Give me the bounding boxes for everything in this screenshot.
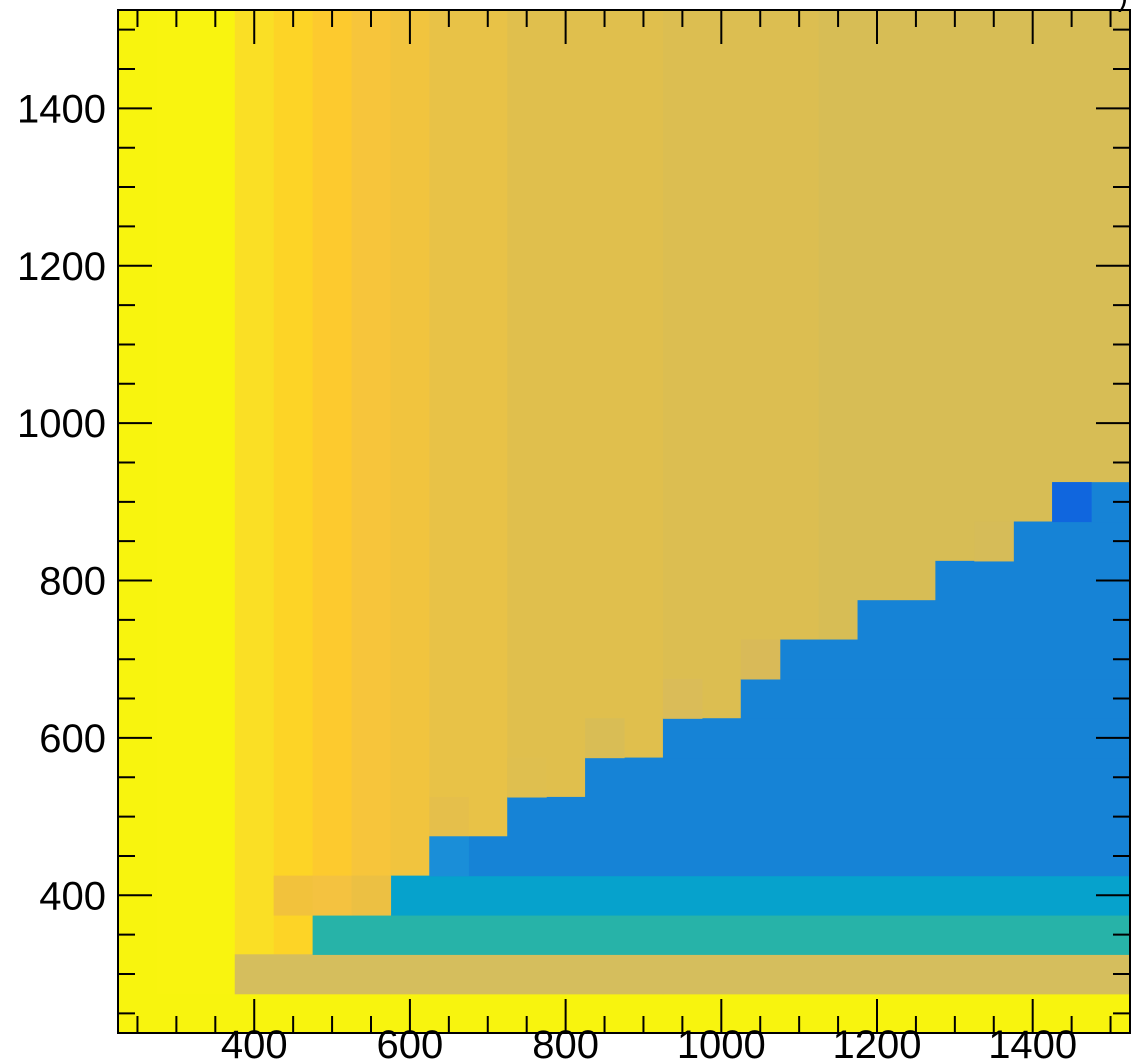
- y-tick-label-1000: 1000: [17, 402, 106, 446]
- heatmap-diagonal-bin-0: [273, 875, 314, 916]
- heatmap-blue-row-4: [740, 678, 1131, 719]
- heatmap-column-5: [351, 10, 392, 995]
- plot-frame: [117, 9, 1131, 1034]
- x-tick-label-1200: 1200: [833, 1023, 922, 1064]
- heatmap-diagonal-bin-3: [429, 796, 469, 837]
- heatmap-column-4: [312, 10, 353, 995]
- x-tick-label-1400: 1400: [988, 1023, 1077, 1064]
- heatmap-column-6: [390, 10, 430, 995]
- heatmap-diagonal-bin-4: [507, 757, 547, 798]
- heatmap-highlight-cell-1: [429, 836, 469, 877]
- y-tick-label-1400: 1400: [17, 87, 106, 131]
- y-tick-label-1200: 1200: [17, 245, 106, 289]
- heatmap-diagonal-bin-8: [974, 521, 1014, 562]
- heatmap-band-cyan: [390, 875, 1131, 916]
- heatmap-column-1: [156, 10, 236, 995]
- heatmap-diagonal-bin-5: [585, 718, 625, 759]
- heatmap-column-3: [273, 10, 314, 995]
- y-tick-label-600: 600: [39, 717, 106, 761]
- heatmap-diagonal-bin-2: [351, 875, 392, 916]
- heatmap-column-2: [234, 10, 275, 995]
- heatmap-blue-row-3: [662, 718, 1131, 759]
- x-tick-label-1000: 1000: [677, 1023, 766, 1064]
- heatmap-highlight-cell-0: [1052, 482, 1092, 523]
- axis-tick-labels: 400 600 800 1000 1200 1400 400 600 800 1000 1200 14…: [17, 87, 1077, 1064]
- y-tick-label-400: 400: [39, 874, 106, 918]
- heatmap-blue-row-8: [1013, 521, 1131, 562]
- corner-label: ): [1118, 0, 1128, 13]
- heatmap-blue-row-5: [779, 639, 1131, 680]
- y-tick-label-800: 800: [39, 560, 106, 604]
- heatmap-blue-row-0: [429, 836, 1131, 877]
- heatmap-blue-row-2: [585, 757, 1131, 798]
- heatmap-band-bottom: [234, 954, 1131, 995]
- axis-ticks: [118, 10, 1130, 1033]
- heatmap-diagonal-bin-1: [312, 875, 353, 916]
- heatmap-diagonal-bin-7: [740, 639, 781, 680]
- x-tick-label-800: 800: [532, 1023, 599, 1064]
- heatmap-cells: [118, 10, 1131, 1034]
- plot-frame-layer: [117, 9, 1131, 1034]
- heatmap-band-teal: [312, 914, 1131, 955]
- heatmap-diagonal-bin-6: [662, 678, 703, 719]
- x-tick-label-600: 600: [377, 1023, 444, 1064]
- x-tick-label-400: 400: [221, 1023, 288, 1064]
- heatmap-blue-row-1: [507, 796, 1131, 837]
- heatmap-blue-row-6: [857, 600, 1131, 641]
